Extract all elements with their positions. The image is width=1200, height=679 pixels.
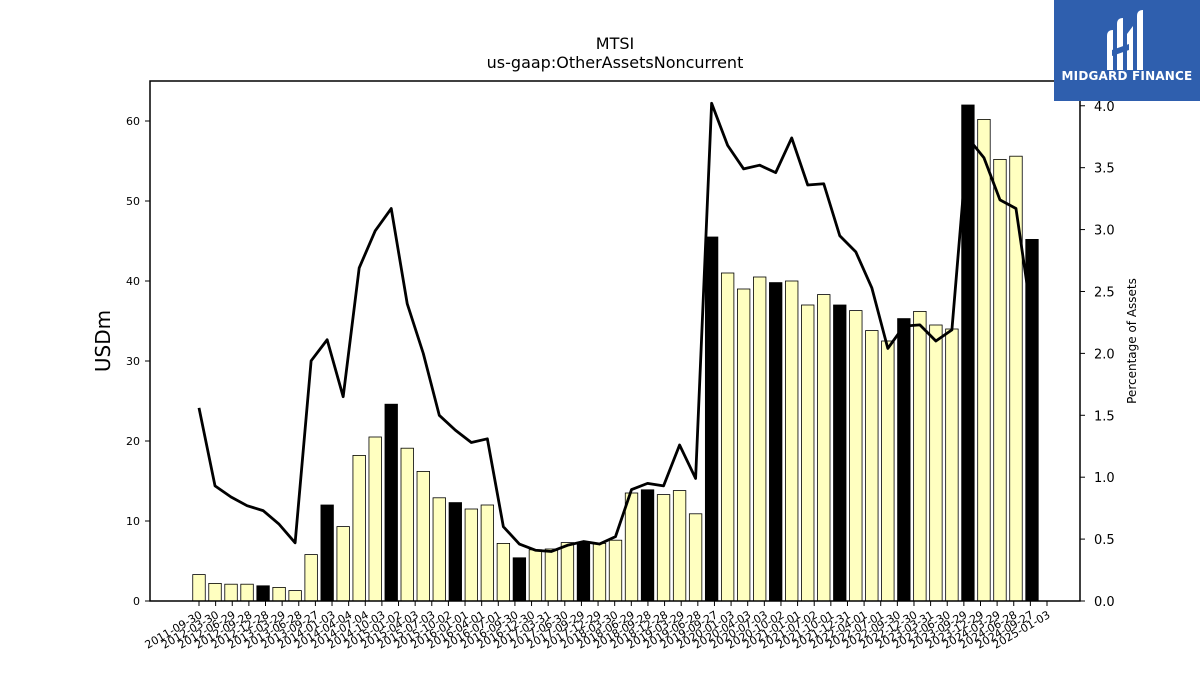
bar — [753, 276, 767, 602]
y2-tick-label: 4.0 — [1094, 100, 1115, 115]
bar-series — [192, 104, 1039, 602]
y2-tick-label: 1.5 — [1094, 409, 1115, 424]
bar — [672, 490, 687, 602]
bar — [352, 454, 366, 602]
y2-tick-label: 0.0 — [1094, 595, 1115, 610]
bar — [720, 272, 735, 602]
bar — [544, 548, 559, 602]
bar — [833, 304, 847, 602]
y2-tick-label: 0.5 — [1094, 533, 1115, 548]
bar — [512, 557, 527, 602]
bar — [945, 328, 959, 602]
bar — [1009, 155, 1023, 602]
y2-axis: 0.0 0.5 1.0 1.5 2.0 2.5 3.0 3.5 4.0 — [1080, 100, 1115, 610]
y-tick-label: 50 — [126, 195, 140, 208]
bar — [849, 310, 863, 602]
chart-subtitle: us-gaap:OtherAssetsNoncurrent — [487, 53, 744, 72]
bar — [528, 549, 543, 602]
bar — [688, 513, 703, 602]
y-axis-label: USDm — [91, 310, 115, 372]
bar — [240, 583, 254, 602]
bar — [496, 543, 511, 602]
bar — [817, 294, 831, 602]
bar — [801, 304, 815, 602]
y-tick-label: 40 — [126, 275, 140, 288]
bar — [256, 585, 270, 602]
bar — [304, 554, 318, 602]
bar — [288, 590, 302, 602]
y2-tick-label: 3.5 — [1094, 162, 1115, 177]
y-tick-label: 0 — [133, 595, 140, 608]
line-series — [197, 101, 1034, 553]
bar — [769, 282, 783, 602]
chart-title: MTSI — [596, 34, 634, 53]
bar — [929, 324, 943, 602]
bar — [432, 497, 446, 602]
bar — [704, 236, 719, 602]
bar — [336, 526, 350, 602]
bar — [865, 330, 879, 602]
y2-tick-label: 2.5 — [1094, 285, 1115, 300]
y-tick-label: 10 — [126, 515, 140, 528]
bar — [576, 543, 591, 602]
bar — [993, 158, 1007, 602]
bar — [592, 543, 607, 602]
bar — [272, 587, 286, 602]
bar — [640, 489, 655, 602]
bar — [881, 340, 895, 602]
bar — [656, 494, 671, 602]
bar — [897, 318, 911, 602]
bar — [464, 508, 478, 602]
bar — [224, 583, 238, 602]
logo-text: MIDGARD FINANCE — [1061, 69, 1193, 83]
x-axis: 2011-09-302012-03-302012-06-292012-09-28… — [143, 601, 1053, 652]
bar — [384, 403, 398, 602]
bar — [624, 492, 639, 602]
bar — [448, 502, 462, 602]
y2-tick-label: 2.0 — [1094, 347, 1115, 362]
bar — [737, 288, 751, 602]
bar — [320, 504, 334, 602]
y-tick-label: 20 — [126, 435, 140, 448]
y-tick-label: 60 — [126, 115, 140, 128]
percentage-line — [197, 101, 1034, 553]
bar — [913, 310, 927, 602]
bar — [560, 542, 575, 602]
y-tick-label: 30 — [126, 355, 140, 368]
y-axis: 0 10 20 30 40 50 60 — [126, 115, 150, 608]
bar — [192, 574, 206, 602]
bar — [785, 280, 799, 602]
bar — [368, 436, 382, 602]
bar — [480, 504, 495, 602]
y2-axis-label: Percentage of Assets — [1125, 278, 1139, 404]
y2-tick-label: 1.0 — [1094, 471, 1115, 486]
bar — [208, 583, 222, 602]
brand-logo: MIDGARD FINANCE — [1054, 0, 1200, 101]
logo-mark-icon — [1107, 10, 1143, 70]
bar — [400, 447, 414, 602]
bar — [608, 539, 623, 602]
bar — [977, 119, 991, 602]
bar — [416, 470, 430, 602]
y2-tick-label: 3.0 — [1094, 224, 1115, 239]
